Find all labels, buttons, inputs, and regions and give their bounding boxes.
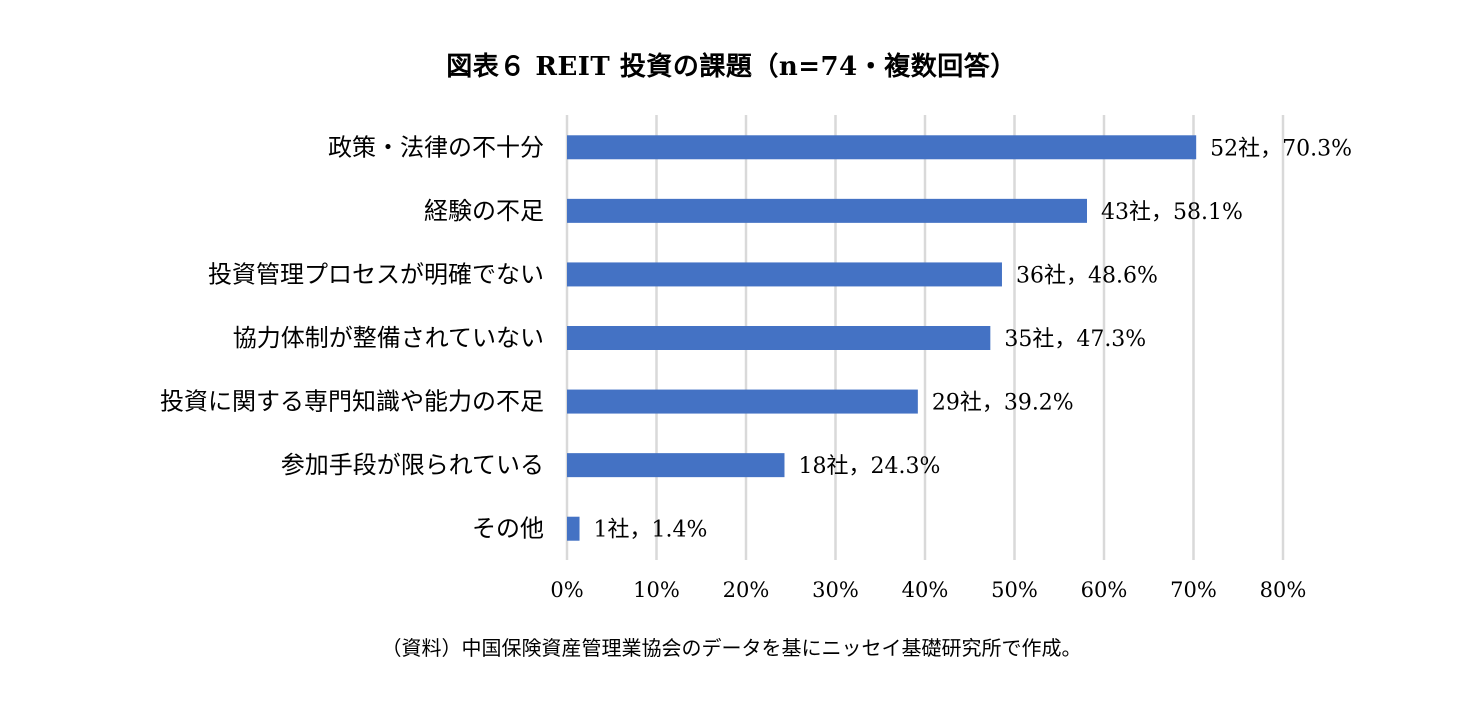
data-label: 52社，70.3% bbox=[1210, 136, 1352, 161]
category-label: その他 bbox=[472, 515, 544, 543]
bar bbox=[567, 326, 991, 350]
data-label: 1社，1.4% bbox=[594, 518, 708, 543]
x-tick-label: 30% bbox=[812, 578, 859, 602]
category-label: 参加手段が限られている bbox=[281, 451, 544, 479]
category-label: 政策・法律の不十分 bbox=[328, 133, 544, 161]
x-tick-label: 60% bbox=[1081, 578, 1128, 602]
x-tick-label: 50% bbox=[991, 578, 1038, 602]
category-label: 投資管理プロセスが明確でない bbox=[208, 260, 544, 288]
bar bbox=[567, 516, 580, 541]
bar bbox=[567, 198, 1087, 223]
data-label: 18社，24.3% bbox=[798, 454, 940, 479]
data-label: 29社，39.2% bbox=[932, 391, 1074, 416]
bar bbox=[567, 453, 785, 478]
bar bbox=[567, 135, 1197, 160]
category-label: 経験の不足 bbox=[424, 197, 544, 225]
category-label: 投資に関する専門知識や能力の不足 bbox=[160, 388, 544, 416]
category-label: 協力体制が整備されていない bbox=[233, 324, 544, 352]
bars bbox=[567, 135, 1197, 541]
bar bbox=[567, 262, 1002, 287]
x-tick-label: 70% bbox=[1170, 578, 1217, 602]
data-label: 43社，58.1% bbox=[1101, 200, 1243, 225]
bar bbox=[567, 389, 918, 414]
source-note: （資料）中国保険資産管理業協会のデータを基にニッセイ基礎研究所で作成。 bbox=[381, 636, 1082, 660]
x-tick-label: 80% bbox=[1260, 578, 1307, 602]
x-tick-label: 0% bbox=[550, 578, 583, 602]
x-axis-ticks: 0% 10% 20% 30% 40% 50% 60% 70% 80% bbox=[550, 578, 1306, 602]
x-tick-label: 20% bbox=[723, 578, 770, 602]
data-label: 35社，47.3% bbox=[1004, 327, 1146, 352]
data-labels: 52社，70.3% 43社，58.1% 36社，48.6% 35社，47.3% 29社，… bbox=[594, 136, 1353, 542]
chart-title: 図表６ REIT 投資の課題（n=74・複数回答） bbox=[446, 52, 1017, 82]
x-tick-label: 10% bbox=[633, 578, 680, 602]
x-tick-label: 40% bbox=[902, 578, 949, 602]
category-labels: 政策・法律の不十分経験の不足投資管理プロセスが明確でない協力体制が整備されていな… bbox=[160, 133, 544, 542]
data-label: 36社，48.6% bbox=[1016, 263, 1158, 288]
